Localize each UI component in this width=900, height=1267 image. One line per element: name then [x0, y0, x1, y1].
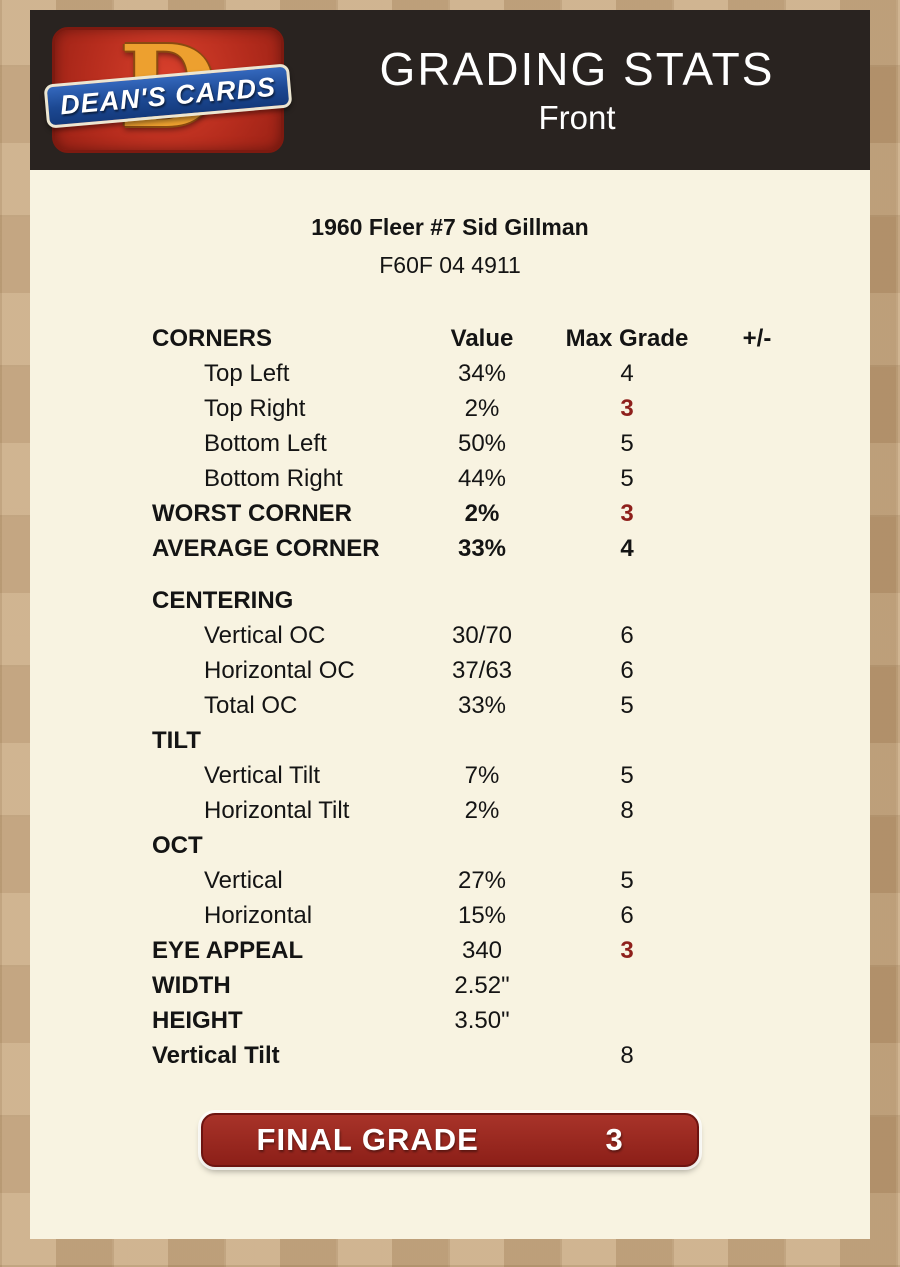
- row-grade: 8: [620, 796, 634, 824]
- row-value: 340: [461, 936, 503, 964]
- row-label: Top Right: [204, 394, 306, 422]
- section-row: CENTERING: [30, 583, 870, 618]
- table-row: Vertical Tilt 7% 5: [30, 758, 870, 793]
- row-label: WORST CORNER: [152, 499, 352, 527]
- row-label: EYE APPEAL: [152, 936, 304, 964]
- table-row: Vertical Tilt 8: [30, 1038, 870, 1073]
- row-grade: 5: [620, 429, 634, 457]
- table-row: Bottom Right 44% 5: [30, 461, 870, 496]
- row-value: 7%: [464, 761, 500, 789]
- row-value: 44%: [457, 464, 507, 492]
- card-code: F60F 04 4911: [379, 252, 521, 278]
- card-title: 1960 Fleer #7 Sid Gillman: [311, 214, 589, 240]
- row-grade: 6: [620, 656, 634, 684]
- report-header: D DEAN'S CARDS GRADING STATS Front: [30, 10, 870, 170]
- row-value: 15%: [457, 901, 507, 929]
- section-row: OCT: [30, 828, 870, 863]
- row-grade: 6: [620, 901, 634, 929]
- row-value: 37/63: [451, 656, 513, 684]
- row-label: Horizontal Tilt: [204, 796, 350, 824]
- row-value: 2.52": [454, 971, 510, 999]
- row-label: Top Left: [204, 359, 290, 387]
- table-row: Vertical OC 30/70 6: [30, 618, 870, 653]
- table-row: Top Right 2% 3: [30, 391, 870, 426]
- row-grade: 8: [620, 1041, 634, 1069]
- section-row: TILT: [30, 723, 870, 758]
- row-label: WIDTH: [152, 971, 231, 999]
- row-label: Vertical Tilt: [152, 1041, 280, 1069]
- row-value: 2%: [464, 394, 500, 422]
- row-grade: 6: [620, 621, 634, 649]
- row-label: Total OC: [204, 691, 298, 719]
- row-value: 2%: [464, 796, 500, 824]
- header-corners: CORNERS: [152, 324, 273, 352]
- table-row: HEIGHT 3.50": [30, 1003, 870, 1038]
- row-label: Vertical Tilt: [204, 761, 321, 789]
- table-row: WIDTH 2.52": [30, 968, 870, 1003]
- table-rows: Top Left 34% 4 Top Right 2% 3 Bottom Left 50% 5 B…: [30, 356, 870, 1073]
- table-row: Horizontal 15% 6: [30, 898, 870, 933]
- row-value: 34%: [457, 359, 507, 387]
- header-titles: GRADING STATS Front: [284, 43, 870, 138]
- grading-stats-table: CORNERS Value Max Grade +/- Top Left 34% 4…: [30, 321, 870, 1073]
- row-value: 33%: [457, 691, 507, 719]
- row-label: Bottom Right: [204, 464, 343, 492]
- row-grade: 4: [620, 534, 634, 562]
- table-row: Vertical 27% 5: [30, 863, 870, 898]
- final-grade-bar: FINAL GRADE 3: [201, 1113, 699, 1167]
- table-row: Horizontal OC 37/63 6: [30, 653, 870, 688]
- row-grade: 5: [620, 866, 634, 894]
- row-grade: 3: [620, 394, 634, 422]
- row-label: HEIGHT: [152, 1006, 243, 1034]
- table-header-row: CORNERS Value Max Grade +/-: [30, 321, 870, 356]
- table-row: Total OC 33% 5: [30, 688, 870, 723]
- header-value: Value: [450, 324, 514, 352]
- page-title: GRADING STATS: [379, 42, 775, 95]
- row-label: Horizontal OC: [204, 656, 355, 684]
- row-value: 50%: [457, 429, 507, 457]
- header-max-grade: Max Grade: [565, 324, 689, 352]
- final-grade-value: 3: [605, 1122, 624, 1157]
- row-label: Horizontal: [204, 901, 313, 929]
- row-value: 30/70: [451, 621, 513, 649]
- header-plus-minus: +/-: [742, 324, 772, 352]
- final-grade-label: FINAL GRADE: [256, 1122, 479, 1157]
- table-row: Top Left 34% 4: [30, 356, 870, 391]
- row-grade: 5: [620, 464, 634, 492]
- row-value: 2%: [464, 499, 500, 527]
- row-value: 3.50": [454, 1006, 510, 1034]
- table-row: WORST CORNER 2% 3: [30, 496, 870, 531]
- row-grade: 4: [620, 359, 634, 387]
- row-value: 27%: [457, 866, 507, 894]
- row-label: Vertical: [204, 866, 283, 894]
- row-grade: 3: [620, 936, 634, 964]
- table-row: Horizontal Tilt 2% 8: [30, 793, 870, 828]
- row-value: 33%: [457, 534, 507, 562]
- deans-cards-logo: D DEAN'S CARDS: [43, 22, 293, 153]
- row-label: CENTERING: [152, 586, 294, 614]
- table-row: EYE APPEAL 340 3: [30, 933, 870, 968]
- row-label: Bottom Left: [204, 429, 327, 457]
- row-grade: 5: [620, 691, 634, 719]
- row-grade: 5: [620, 761, 634, 789]
- row-label: Vertical OC: [204, 621, 326, 649]
- page-subtitle: Front: [538, 99, 616, 137]
- row-label: AVERAGE CORNER: [152, 534, 380, 562]
- row-label: OCT: [152, 831, 203, 859]
- row-grade: 3: [620, 499, 634, 527]
- table-row: AVERAGE CORNER 33% 4: [30, 531, 870, 566]
- grading-report-panel: D DEAN'S CARDS GRADING STATS Front 1960 …: [30, 10, 870, 1239]
- table-row: Bottom Left 50% 5: [30, 426, 870, 461]
- row-label: TILT: [152, 726, 201, 754]
